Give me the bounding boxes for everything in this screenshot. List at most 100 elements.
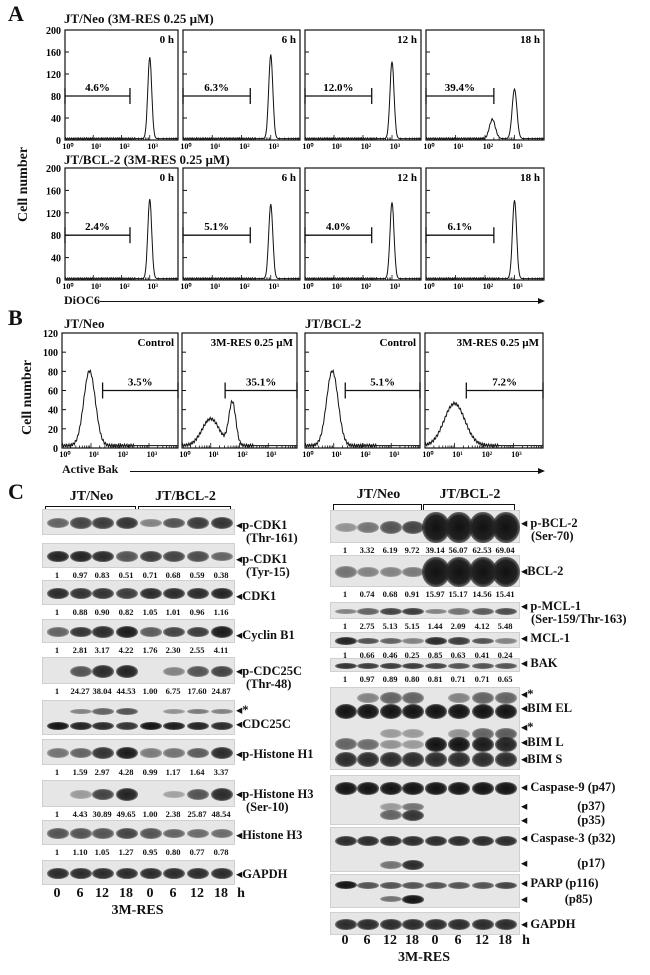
protein-band bbox=[140, 551, 162, 562]
x-tick-label: 10⁰ bbox=[422, 450, 434, 459]
protein-band bbox=[211, 788, 233, 801]
band-quantification: 0.81 bbox=[427, 674, 443, 684]
histogram-curve bbox=[64, 57, 178, 141]
band-quantification: 1 bbox=[54, 607, 60, 617]
y-tick-label: 200 bbox=[46, 164, 61, 175]
band-quantification: 14.56 bbox=[472, 589, 492, 599]
lane-time-label: 12 bbox=[475, 933, 489, 948]
blot-group-header: JT/BCL-2 bbox=[439, 487, 501, 502]
band-quantification: 0.96 bbox=[189, 607, 205, 617]
protein-band bbox=[495, 919, 517, 930]
blot-strip bbox=[42, 700, 235, 735]
protein-band bbox=[425, 703, 447, 719]
x-tick-label: 10⁰ bbox=[180, 142, 192, 151]
blot-strip bbox=[42, 619, 235, 643]
protein-band bbox=[163, 828, 185, 839]
protein-band bbox=[472, 692, 494, 704]
blot-strip bbox=[42, 543, 235, 568]
protein-label: ◂ MCL-1 bbox=[521, 631, 570, 645]
histogram-curve bbox=[182, 54, 300, 141]
protein-band bbox=[402, 520, 424, 535]
x-tick-label: 10² bbox=[119, 282, 130, 291]
protein-band bbox=[70, 666, 92, 677]
band-quantification: 2.38 bbox=[165, 809, 181, 819]
y-tick-label: 40 bbox=[48, 406, 58, 417]
protein-band bbox=[335, 782, 357, 795]
x-tick-label: 10⁰ bbox=[423, 282, 435, 291]
protein-band bbox=[47, 627, 69, 637]
protein-band bbox=[425, 752, 447, 767]
band-quantification: 1 bbox=[342, 589, 348, 599]
protein-band bbox=[92, 867, 114, 880]
protein-band bbox=[495, 692, 517, 704]
protein-band bbox=[116, 708, 138, 715]
protein-label: ◂ (p37) bbox=[521, 799, 606, 813]
y-tick-label: 40 bbox=[51, 114, 61, 125]
x-tick-label: 10² bbox=[360, 450, 371, 459]
protein-band bbox=[425, 608, 447, 615]
protein-band bbox=[335, 662, 357, 670]
blot-strip bbox=[42, 780, 235, 807]
protein-band bbox=[335, 835, 357, 846]
treatment-label: 3M-RES bbox=[111, 903, 164, 918]
protein-label: ◂ p-MCL-1 bbox=[521, 599, 582, 614]
protein-band bbox=[357, 782, 379, 795]
protein-label: ◂Histone H3 bbox=[236, 827, 303, 842]
lane-time-label: 6 bbox=[76, 886, 84, 901]
band-quantification: 38.04 bbox=[92, 686, 112, 696]
protein-band bbox=[469, 511, 497, 544]
protein-band bbox=[448, 637, 470, 645]
y-tick-label: 40 bbox=[51, 254, 61, 265]
protein-band bbox=[187, 551, 209, 562]
x-tick-label: 10² bbox=[361, 282, 372, 291]
protein-band bbox=[495, 703, 517, 719]
protein-band bbox=[211, 626, 233, 638]
histogram-curve bbox=[61, 369, 178, 449]
protein-band bbox=[211, 708, 233, 715]
x-tick-label: 10⁰ bbox=[302, 450, 314, 459]
protein-band bbox=[425, 881, 447, 889]
protein-band bbox=[70, 626, 92, 638]
x-tick-label: 10² bbox=[118, 450, 129, 459]
protein-label: ◂CDK1 bbox=[236, 589, 277, 603]
x-tick-label: 10³ bbox=[390, 142, 401, 151]
group-title-bcl2: JT/BCL-2 bbox=[305, 316, 362, 331]
protein-band bbox=[335, 637, 357, 645]
band-quantification: 0.46 bbox=[382, 650, 398, 660]
protein-band bbox=[70, 790, 92, 799]
protein-band bbox=[472, 703, 494, 719]
protein-band bbox=[402, 859, 424, 870]
protein-band bbox=[472, 835, 494, 846]
protein-band bbox=[70, 550, 92, 563]
protein-band bbox=[187, 828, 209, 839]
protein-band bbox=[422, 511, 450, 544]
protein-band bbox=[357, 692, 379, 704]
gate-percent: 12.0% bbox=[323, 82, 353, 94]
x-tick-label: 10² bbox=[237, 450, 248, 459]
y-tick-label: 100 bbox=[43, 348, 58, 359]
band-quantification: 1.00 bbox=[142, 809, 158, 819]
gate-percent: 35.1% bbox=[246, 377, 276, 389]
protein-band bbox=[402, 752, 424, 767]
histogram-curve bbox=[304, 202, 421, 281]
band-quantification: 5.13 bbox=[382, 621, 398, 631]
histogram-curve bbox=[304, 369, 420, 449]
blot-strip bbox=[330, 510, 520, 544]
protein-label: (Ser-10) bbox=[246, 800, 289, 815]
protein-band bbox=[495, 607, 517, 616]
protein-band bbox=[448, 663, 470, 669]
protein-band bbox=[140, 627, 162, 637]
lane-time-label: 6 bbox=[169, 886, 177, 901]
group-bracket bbox=[423, 504, 515, 510]
protein-band bbox=[495, 881, 517, 889]
band-quantification: 1 bbox=[342, 545, 348, 555]
protein-band bbox=[335, 566, 357, 578]
lane-time-label: 0 bbox=[431, 933, 439, 948]
band-quantification: 0.80 bbox=[404, 674, 420, 684]
histogram-curve bbox=[181, 399, 297, 449]
protein-band bbox=[92, 587, 114, 600]
x-tick-label: 10⁰ bbox=[180, 282, 192, 291]
blot-strip bbox=[330, 687, 520, 770]
time-unit-label: h bbox=[522, 933, 530, 948]
